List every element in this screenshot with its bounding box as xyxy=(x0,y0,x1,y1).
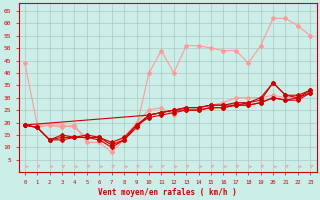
X-axis label: Vent moyen/en rafales ( km/h ): Vent moyen/en rafales ( km/h ) xyxy=(98,188,237,197)
